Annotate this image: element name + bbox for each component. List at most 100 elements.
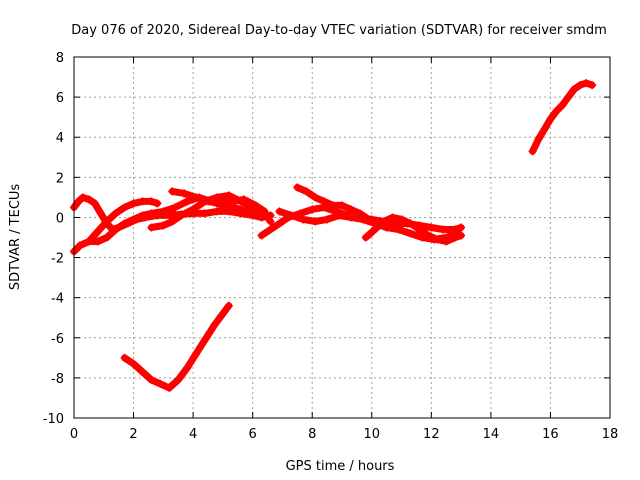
data-point [251, 201, 260, 210]
data-point [427, 223, 436, 232]
data-point [338, 201, 346, 210]
data-point [93, 227, 102, 236]
data-point [546, 115, 555, 124]
data-point [287, 211, 296, 220]
data-point [299, 215, 308, 224]
data-point [147, 223, 156, 232]
data-point [224, 191, 233, 200]
data-point [415, 225, 424, 234]
x-tick-label: 18 [602, 427, 619, 442]
x-tick-label: 4 [189, 427, 197, 442]
data-point [93, 237, 102, 246]
data-point [242, 207, 251, 216]
data-point [558, 101, 567, 110]
data-point [168, 217, 177, 226]
y-tick-label: 6 [56, 91, 64, 106]
data-point [147, 197, 156, 206]
data-point [156, 379, 165, 388]
data-point [102, 233, 111, 242]
data-point [111, 209, 120, 218]
data-point [534, 135, 543, 144]
data-point [111, 225, 120, 234]
data-point [129, 359, 138, 368]
x-tick-label: 6 [249, 427, 257, 442]
data-point [171, 203, 180, 212]
y-tick-label: 4 [56, 131, 64, 146]
series-arc-8 [293, 183, 370, 222]
data-point [165, 383, 174, 392]
data-point [397, 215, 406, 224]
data-point [78, 193, 87, 202]
data-point [218, 309, 227, 318]
data-point [159, 207, 168, 216]
data-point [552, 107, 561, 116]
data-point [230, 203, 239, 212]
x-tick-label: 12 [423, 427, 440, 442]
data-point [588, 81, 597, 90]
data-point [204, 197, 212, 206]
data-point [120, 353, 129, 362]
data-point [209, 321, 218, 330]
y-tick-label: 8 [56, 51, 64, 66]
data-point [153, 199, 162, 208]
data-point [406, 219, 415, 228]
data-point [129, 199, 138, 208]
series-arc-9 [361, 213, 466, 246]
y-tick-label: 0 [56, 211, 64, 226]
data-point [382, 223, 391, 232]
data-point [302, 187, 311, 196]
data-point [168, 187, 177, 196]
data-point [346, 205, 355, 214]
data-point [361, 233, 370, 242]
data-point [370, 225, 379, 234]
data-point [275, 207, 284, 216]
series-arc-3 [84, 197, 162, 246]
data-point [183, 197, 192, 206]
data-point [266, 217, 275, 226]
y-tick-label: -10 [43, 412, 64, 427]
data-point [174, 375, 183, 384]
data-point [120, 219, 129, 228]
series-arc-11-band [529, 79, 596, 155]
data-point [84, 237, 93, 246]
data-point [129, 215, 138, 224]
data-point [582, 79, 591, 88]
data-point [90, 199, 99, 208]
data-point [361, 213, 370, 222]
x-tick-label: 8 [308, 427, 316, 442]
x-tick-label: 16 [542, 427, 559, 442]
data-point [212, 207, 221, 216]
data-point [388, 213, 397, 222]
x-tick-label: 10 [364, 427, 381, 442]
chart-title: Day 076 of 2020, Sidereal Day-to-day VTE… [71, 23, 606, 38]
data-point [239, 195, 248, 204]
data-point [215, 199, 224, 208]
data-point [84, 195, 93, 204]
data-point [138, 367, 147, 376]
data-point [457, 223, 466, 232]
data-point [406, 229, 415, 238]
data-point [335, 211, 344, 220]
data-point [159, 221, 168, 230]
y-tick-label: -6 [51, 332, 64, 347]
data-point [96, 209, 105, 218]
data-point [293, 183, 302, 192]
data-point [329, 201, 338, 210]
series-arc-5 [168, 187, 269, 216]
data-point [394, 225, 403, 234]
y-tick-label: 2 [56, 171, 64, 186]
data-point [74, 197, 83, 206]
data-point [227, 197, 236, 206]
data-point [192, 193, 201, 202]
data-point [320, 197, 329, 206]
y-axis-label: SDTVAR / TECUs [8, 184, 23, 291]
data-point [189, 205, 198, 214]
data-point [192, 349, 201, 358]
data-point [102, 217, 111, 226]
data-point [439, 225, 448, 234]
data-point [183, 363, 192, 372]
data-point [201, 335, 210, 344]
series-arc-10-band [121, 302, 233, 392]
data-point [147, 209, 156, 218]
